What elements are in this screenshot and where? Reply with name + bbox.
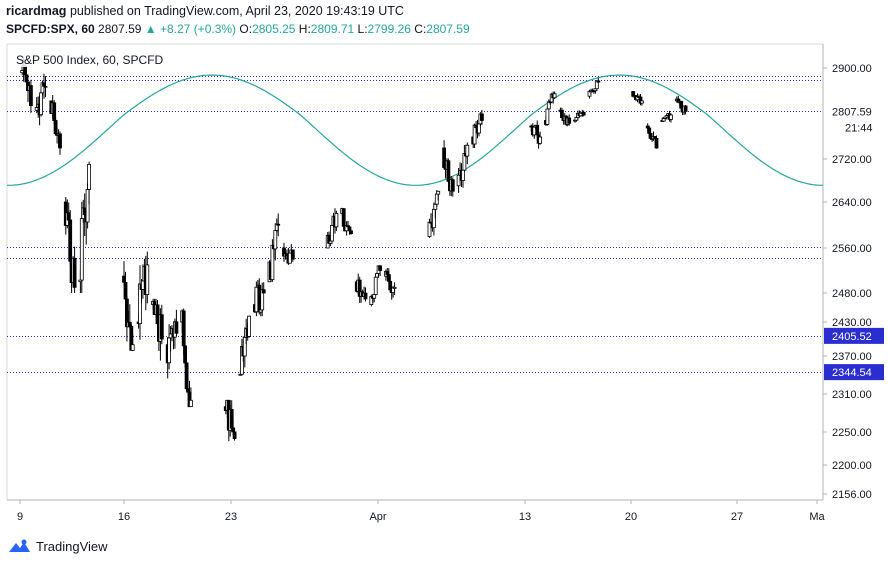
candle-body — [87, 163, 91, 190]
candle-body — [145, 264, 150, 295]
time-tick-label: Apr — [369, 511, 386, 523]
candle-body — [188, 399, 193, 407]
sine-wave-line — [7, 74, 823, 186]
brand-name: TradingView — [36, 538, 108, 554]
price-tick-label: 2480.00 — [832, 288, 872, 300]
candle-body — [28, 85, 33, 106]
candle-body — [373, 276, 378, 295]
series-legend[interactable]: S&P 500 Index, 60, SPCFD — [14, 53, 166, 67]
last-price: 2807.59 — [98, 22, 142, 36]
time-tick-label: 13 — [519, 511, 531, 523]
candle-body — [341, 208, 346, 227]
candle-body — [378, 265, 383, 271]
price-tick-label: 2156.00 — [832, 489, 872, 501]
price-tick-label: 2640.00 — [832, 197, 872, 209]
publish-line: ricardmag published on TradingView.com, … — [6, 4, 404, 18]
price-tick-label: 2250.00 — [832, 427, 872, 439]
candle-body — [273, 230, 278, 250]
candle-body — [159, 314, 164, 340]
price-tick-label: 2900.00 — [832, 63, 872, 75]
open-label: O: — [239, 22, 253, 36]
tradingview-cloud-icon — [9, 539, 30, 552]
published-text: published on TradingView.com, April 23, … — [69, 4, 404, 18]
level-badge — [824, 327, 884, 344]
candle-body — [24, 74, 29, 83]
price-badges: 2807.59 21:44 2405.52 2344.54 — [823, 102, 885, 381]
candle-body — [654, 137, 659, 149]
symbol-label: SPCFD:SPX, 60 — [6, 22, 95, 36]
candle-body — [330, 224, 334, 242]
candle-body — [290, 249, 295, 260]
candle-body — [79, 218, 84, 281]
level-badge-text: 2405.52 — [832, 331, 872, 343]
price-tick-label: 2720.00 — [832, 154, 872, 166]
time-tick-label: 9 — [17, 511, 23, 523]
candle-body — [232, 431, 237, 439]
level-badge — [824, 364, 884, 381]
time-tick-label: Ma — [809, 511, 825, 523]
candles — [20, 56, 688, 442]
candle-body — [334, 213, 339, 228]
candle-body — [479, 113, 484, 121]
price-tick-label: 2370.00 — [832, 351, 872, 363]
high-value: 2809.71 — [310, 22, 355, 36]
candle-body — [552, 93, 557, 99]
candle-body — [538, 136, 542, 144]
quote-line: SPCFD:SPX, 60 2807.59 ▲ +8.27 (+0.3%) O:… — [6, 22, 470, 36]
candle-body — [181, 310, 186, 347]
candle-body — [581, 112, 586, 116]
sine-wave-overlay — [7, 74, 823, 186]
price-axis: 2900.002800.002720.002640.002560.002480.… — [823, 63, 872, 501]
candle-body — [39, 92, 43, 116]
time-tick-label: 27 — [731, 511, 743, 523]
time-axis: 9 16 23 Apr 13 20 27 Ma — [17, 500, 826, 523]
countdown-text: 21:44 — [845, 122, 873, 134]
candle-body — [184, 362, 189, 390]
candle-body — [567, 117, 572, 124]
last-price-badge — [823, 102, 885, 120]
price-tick-label: 2560.00 — [832, 243, 872, 255]
horizontal-levels — [7, 76, 823, 373]
candle-body — [72, 257, 77, 288]
high-label: H: — [298, 22, 311, 36]
close-label: C: — [414, 22, 427, 36]
price-tick-label: 2430.00 — [832, 317, 872, 329]
candle-body — [392, 286, 397, 289]
candle-body — [545, 108, 550, 125]
level-badge-text: 2344.54 — [832, 367, 872, 379]
candle-body — [130, 344, 135, 351]
candle-body — [669, 114, 673, 120]
candle-body — [247, 315, 252, 337]
candle-body — [596, 80, 601, 83]
close-value: 2807.59 — [426, 22, 470, 36]
time-tick-label: 23 — [225, 511, 237, 523]
candle-body — [465, 144, 470, 157]
candle-body — [640, 100, 644, 104]
low-label: L: — [357, 22, 368, 36]
time-tick-label: 16 — [118, 511, 130, 523]
candle-body — [349, 230, 353, 235]
candle-body — [43, 85, 48, 88]
time-tick-label: 20 — [625, 511, 637, 523]
candle-body — [436, 190, 441, 195]
candle-body — [276, 223, 281, 226]
candle-body — [261, 289, 266, 294]
tradingview-logo[interactable]: TradingView — [6, 538, 108, 554]
price-tick-label: 2310.00 — [832, 389, 872, 401]
candle-body — [683, 105, 688, 112]
low-value: 2799.26 — [367, 22, 411, 36]
open-value: 2805.25 — [252, 22, 296, 36]
candle-body — [450, 179, 455, 192]
candle-body — [363, 292, 368, 300]
price-change: ▲ +8.27 (+0.3%) — [144, 22, 237, 36]
last-price-badge-text: 2807.59 — [832, 106, 872, 118]
price-tick-label: 2200.00 — [832, 460, 872, 472]
candle-body — [58, 133, 62, 149]
candle-body — [183, 345, 188, 364]
publisher-name[interactable]: ricardmag — [6, 4, 67, 18]
candle-body — [68, 219, 73, 262]
candle-body — [461, 169, 465, 181]
candle-body — [174, 321, 179, 334]
